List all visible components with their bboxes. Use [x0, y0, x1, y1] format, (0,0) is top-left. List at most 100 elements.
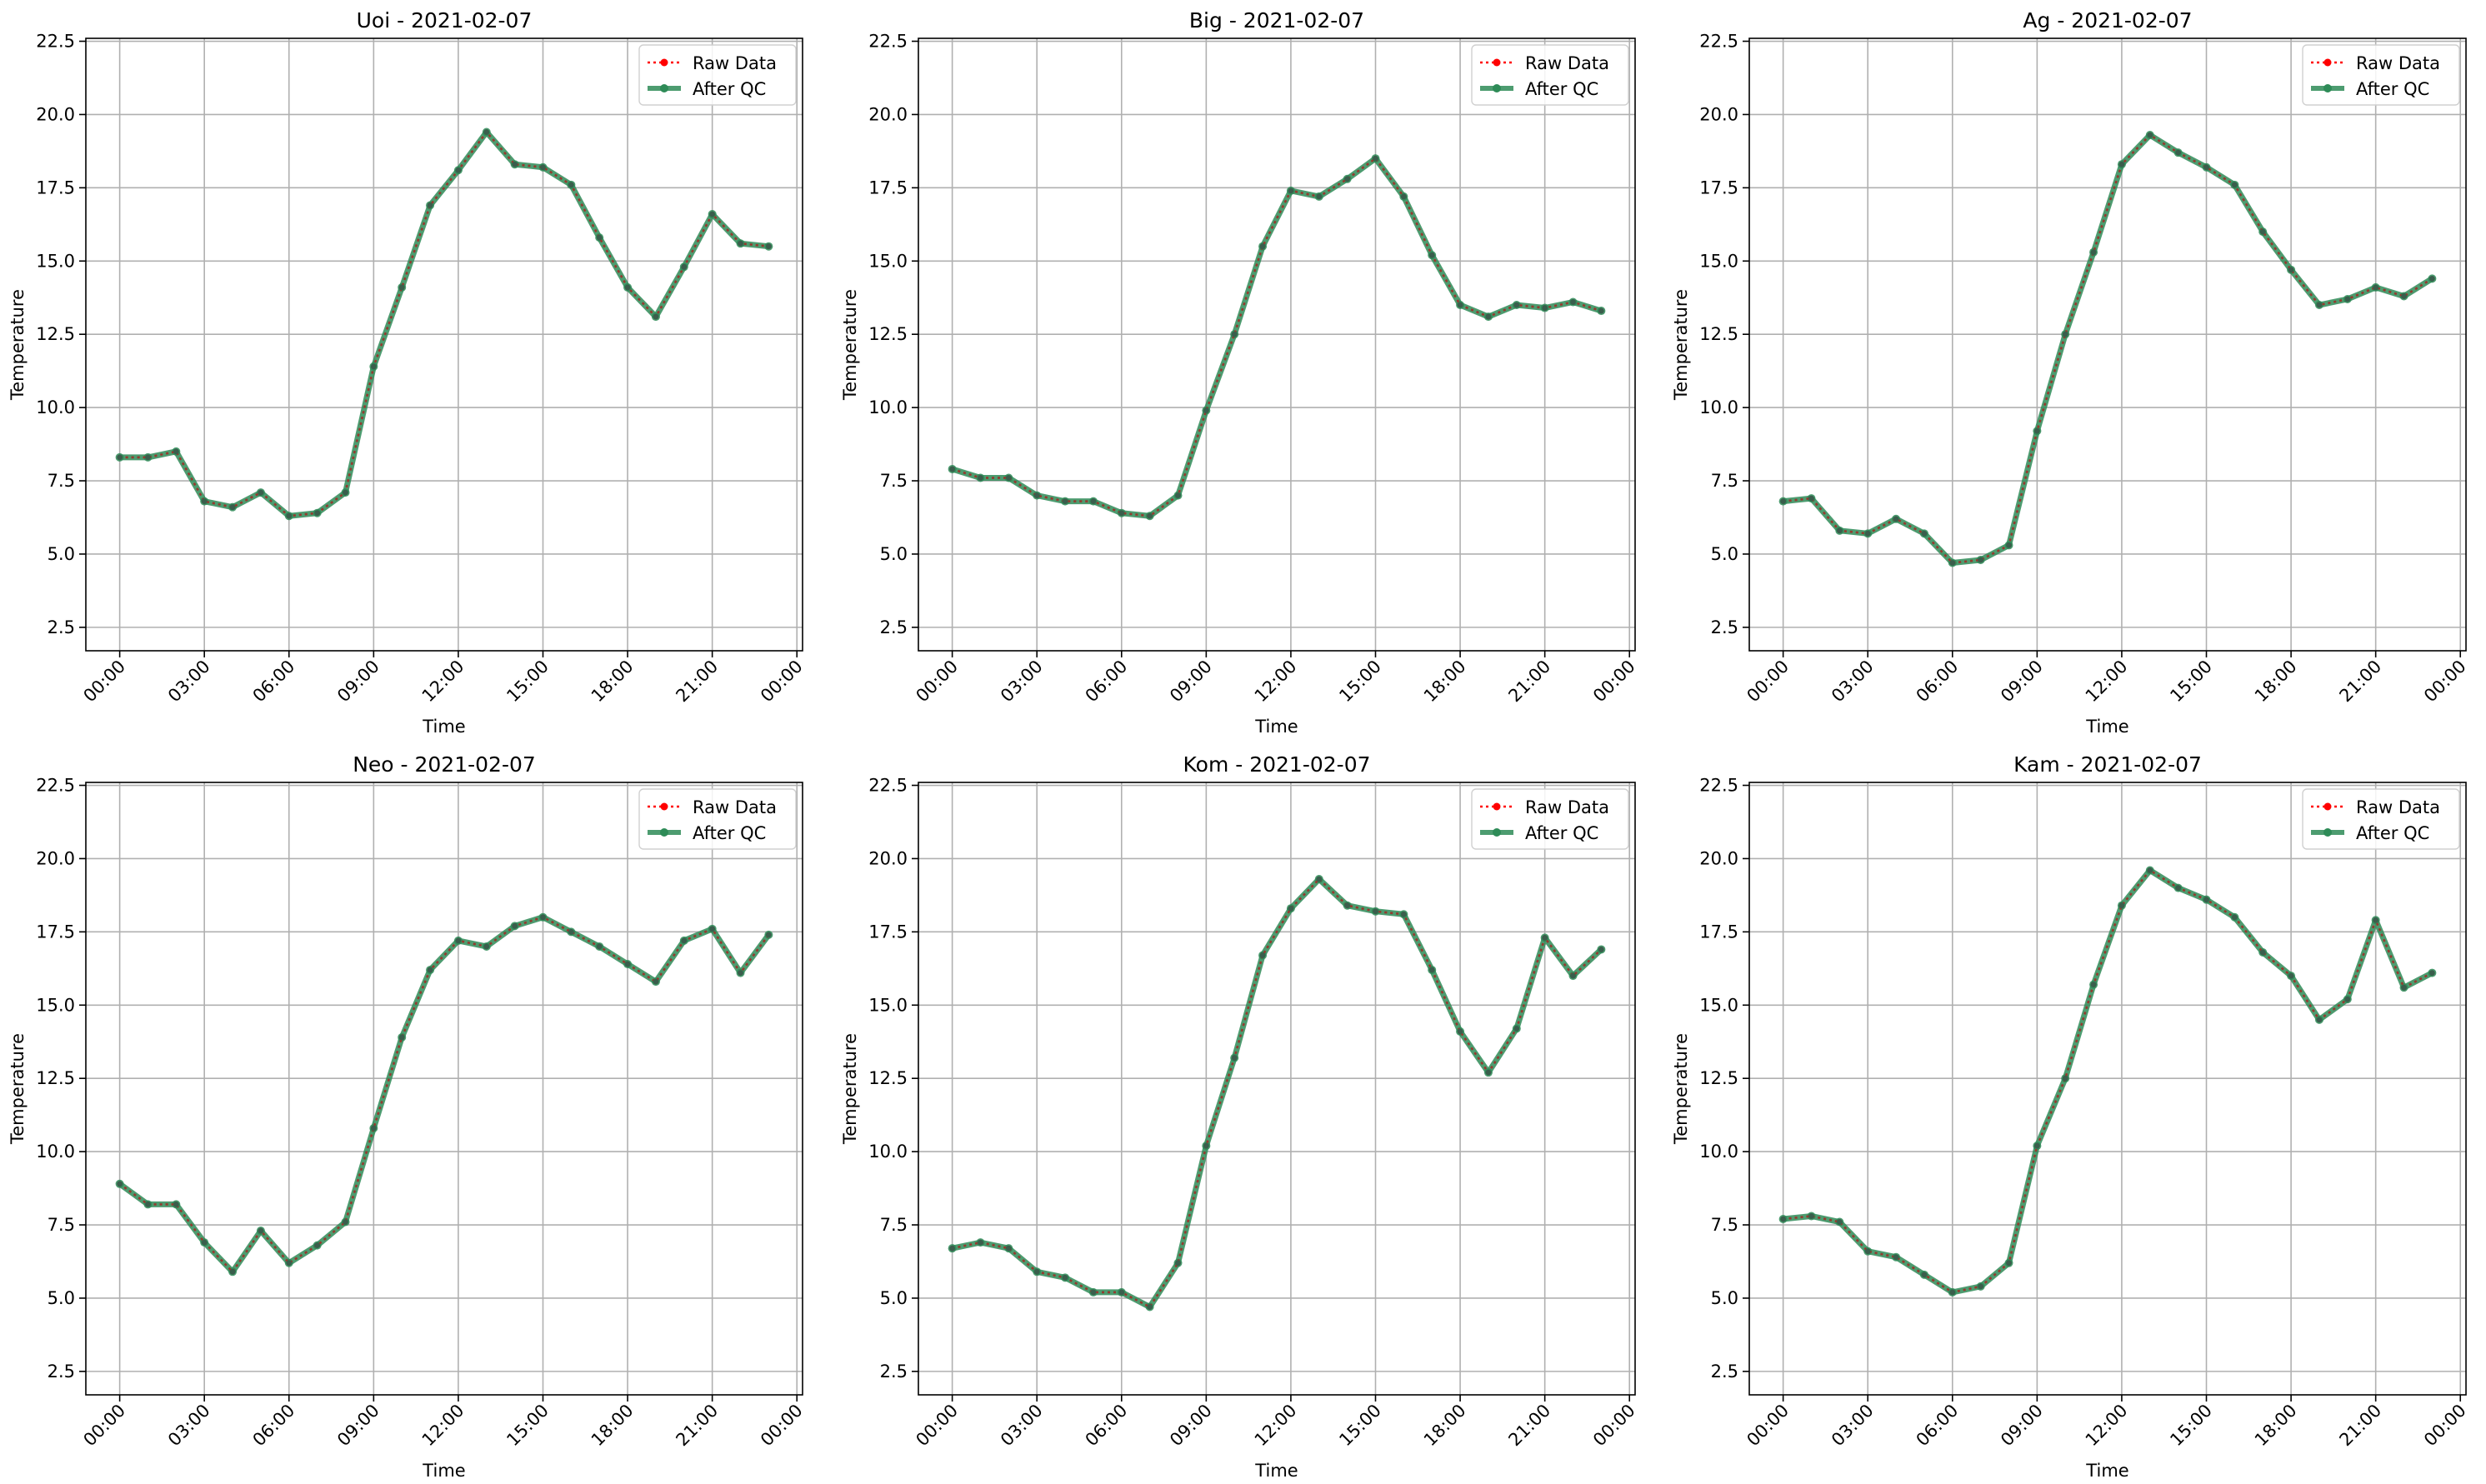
raw-data-point [1400, 193, 1407, 200]
raw-data-point [709, 211, 716, 217]
raw-data-point [1118, 1289, 1125, 1296]
raw-data-point [343, 489, 348, 496]
y-tick-label: 7.5 [880, 1215, 908, 1235]
legend-label-after-qc: After QC [1525, 79, 1598, 99]
y-tick-label: 20.0 [868, 104, 908, 124]
raw-data-point [1231, 1055, 1238, 1061]
series-line-raw-data [1783, 868, 2433, 1294]
y-tick-label: 17.5 [1699, 177, 1738, 197]
raw-data-point [314, 510, 321, 517]
raw-data-point [1978, 557, 1984, 563]
legend: Raw Data After QC [638, 44, 797, 106]
raw-data-point [258, 489, 264, 496]
raw-data-point [1780, 498, 1787, 505]
raw-data-point [1005, 475, 1012, 481]
chart-panel: 00:00 03:00 06:00 09:00 12:00 15:00 18:00 21:00… [1671, 8, 2470, 737]
y-tick-label: 10.0 [868, 1142, 908, 1162]
x-tick-label: 06:00 [249, 1401, 299, 1451]
y-tick-label: 7.5 [48, 1215, 75, 1235]
y-tick-label: 22.5 [868, 32, 908, 52]
x-tick-label: 18:00 [2251, 657, 2301, 707]
raw-data-point [1542, 934, 1548, 941]
raw-data-point [1893, 516, 1899, 522]
x-tick-label: 00:00 [1589, 657, 1639, 707]
chart-title: Big - 2021-02-07 [1189, 8, 1364, 32]
series-line-after-qc [1783, 867, 2433, 1296]
raw-data-point [1864, 1248, 1871, 1255]
series-line-after-qc [951, 155, 1603, 519]
y-tick-label: 12.5 [1699, 324, 1738, 344]
x-tick-label: 21:00 [2335, 657, 2385, 707]
legend-marker-after-qc [1493, 828, 1501, 837]
raw-data-point [1485, 1069, 1492, 1076]
y-tick-label: 10.0 [868, 397, 908, 417]
raw-data-point [2175, 885, 2182, 892]
raw-data-point [2288, 267, 2294, 273]
raw-data-point [1090, 498, 1097, 505]
x-tick-label: 00:00 [79, 657, 129, 707]
y-tick-label: 12.5 [868, 324, 908, 344]
raw-data-point [343, 1219, 348, 1225]
raw-data-point [1118, 510, 1125, 517]
chart-title: Neo - 2021-02-07 [353, 752, 536, 777]
y-tick-label: 15.0 [1699, 251, 1738, 271]
chart-title: Uoi - 2021-02-07 [357, 8, 533, 32]
chart-panel: 00:00 03:00 06:00 09:00 12:00 15:00 18:00 21:00… [8, 752, 807, 1481]
legend: Raw Data After QC [2302, 44, 2460, 106]
x-tick-label: 12:00 [1251, 657, 1301, 707]
legend-label-after-qc: After QC [2356, 79, 2429, 99]
raw-data-point [1005, 1245, 1012, 1252]
raw-data-point [2344, 996, 2351, 1002]
raw-data-point [1485, 313, 1492, 320]
series-line-overlay [1783, 133, 2433, 565]
raw-data-point [1062, 1274, 1068, 1281]
x-tick-label: 18:00 [1420, 657, 1470, 707]
y-tick-label: 12.5 [1699, 1068, 1738, 1088]
y-tick-label: 2.5 [880, 1362, 908, 1382]
raw-data-point [117, 1181, 123, 1187]
raw-data-point [1921, 530, 1928, 537]
x-tick-label: 12:00 [418, 1401, 468, 1451]
chart-title: Kam - 2021-02-07 [2013, 752, 2202, 777]
raw-data-point [455, 167, 462, 173]
y-tick-label: 10.0 [1699, 1142, 1738, 1162]
x-tick-label: 15:00 [1335, 1401, 1385, 1451]
raw-data-point [2259, 228, 2266, 235]
chart-title: Ag - 2021-02-07 [2023, 8, 2192, 32]
raw-data-point [1428, 967, 1435, 973]
raw-data-point [1147, 512, 1153, 519]
y-tick-label: 15.0 [1699, 995, 1738, 1015]
raw-data-point [2203, 897, 2209, 903]
raw-data-point [1033, 492, 1040, 499]
x-tick-label: 03:00 [164, 657, 214, 707]
x-tick-label: 21:00 [1504, 1401, 1554, 1451]
y-tick-label: 22.5 [36, 32, 75, 52]
x-tick-label: 03:00 [997, 1401, 1047, 1451]
legend-marker-after-qc [2323, 84, 2332, 92]
legend: Raw Data After QC [1471, 788, 1629, 850]
raw-data-point [483, 129, 490, 135]
raw-data-point [1836, 527, 1843, 534]
x-tick-label: 21:00 [672, 1401, 722, 1451]
y-tick-label: 5.0 [1711, 544, 1738, 564]
y-axis-label: Temperature [1671, 1033, 1691, 1145]
raw-data-point [1259, 243, 1266, 250]
x-tick-label: 12:00 [2082, 657, 2132, 707]
raw-data-point [2147, 132, 2153, 138]
x-tick-label: 06:00 [249, 657, 299, 707]
y-axis-label: Temperature [840, 1033, 860, 1145]
raw-data-point [286, 512, 293, 519]
raw-data-point [1344, 176, 1351, 182]
x-tick-label: 15:00 [1335, 657, 1385, 707]
axes-frame [85, 37, 803, 652]
raw-data-point [398, 1034, 405, 1041]
raw-data-point [681, 263, 688, 270]
legend-label-raw-data: Raw Data [1525, 797, 1609, 817]
raw-data-point [512, 922, 518, 929]
raw-data-point [949, 466, 956, 472]
series-line-overlay [118, 916, 770, 1274]
x-tick-label: 03:00 [997, 657, 1047, 707]
series-line-after-qc [118, 914, 772, 1275]
y-tick-label: 22.5 [868, 776, 908, 796]
y-axis-label: Temperature [8, 1033, 28, 1145]
